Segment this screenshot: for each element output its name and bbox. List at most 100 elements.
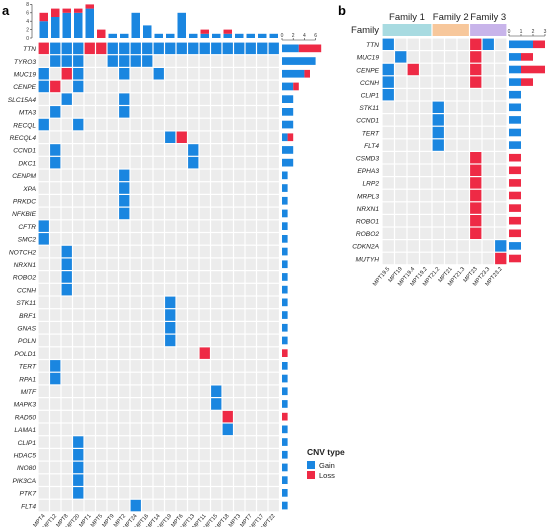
matrix-cell-a — [176, 195, 187, 207]
matrix-cell-a — [165, 195, 176, 207]
matrix-cell-a — [107, 220, 118, 232]
matrix-cell-a — [245, 334, 256, 347]
matrix-cell-a — [222, 118, 233, 131]
matrix-cell-a — [268, 156, 279, 169]
matrix-cell-a — [38, 195, 49, 207]
matrix-cell-a — [96, 68, 107, 80]
right-bar-gain — [282, 158, 294, 167]
matrix-cell-a — [107, 156, 118, 169]
matrix-cell-a — [119, 334, 130, 347]
matrix-cell-a — [234, 461, 245, 474]
matrix-cell-a — [61, 296, 72, 309]
matrix-cell-a — [165, 182, 176, 194]
matrix-cell-b — [420, 126, 432, 139]
matrix-cell-a — [257, 207, 268, 220]
matrix-cell-a — [257, 474, 268, 486]
matrix-cell-a — [176, 207, 187, 220]
matrix-cell-a — [119, 131, 130, 143]
right-bar-gain — [282, 362, 288, 370]
matrix-cell-a — [107, 461, 118, 474]
matrix-cell-a — [50, 131, 61, 143]
matrix-cell-a — [257, 55, 268, 67]
matrix-cell-a — [211, 499, 222, 512]
matrix-cell-a — [84, 334, 95, 347]
matrix-cell-a — [130, 296, 141, 309]
matrix-cell-a — [176, 144, 187, 156]
matrix-cell-a — [73, 347, 84, 359]
matrix-cell-a — [245, 322, 256, 334]
matrix-cell-b — [445, 114, 457, 126]
gene-label-a: CENPE — [13, 84, 36, 91]
matrix-cell-a — [199, 220, 210, 232]
matrix-cell-a — [50, 271, 61, 283]
matrix-cell-a — [211, 334, 222, 347]
matrix-cell-a — [245, 169, 256, 182]
matrix-cell-a — [199, 169, 210, 182]
cnv-cell-b — [407, 63, 419, 76]
matrix-cell-a — [211, 360, 222, 372]
cnv-cell-a — [73, 42, 84, 55]
top-bar-loss — [39, 12, 48, 22]
matrix-cell-a — [73, 499, 84, 512]
cnv-cell-a — [73, 487, 84, 499]
matrix-cell-a — [199, 245, 210, 258]
matrix-cell-b — [432, 63, 444, 76]
matrix-cell-b — [482, 202, 494, 214]
matrix-cell-a — [245, 372, 256, 385]
matrix-cell-b — [470, 240, 482, 252]
matrix-cell-b — [457, 252, 469, 265]
matrix-cell-a — [50, 449, 61, 461]
matrix-cell-a — [268, 283, 279, 296]
matrix-cell-a — [188, 499, 199, 512]
matrix-cell-b — [445, 164, 457, 176]
matrix-cell-b — [395, 76, 407, 88]
matrix-cell-b — [395, 164, 407, 176]
matrix-cell-b — [395, 189, 407, 202]
matrix-cell-a — [119, 360, 130, 372]
matrix-cell-b — [420, 89, 432, 101]
matrix-cell-b — [407, 126, 419, 139]
matrix-cell-b — [445, 76, 457, 88]
matrix-cell-a — [38, 131, 49, 143]
cnv-cell-b — [470, 202, 482, 214]
matrix-cell-a — [257, 322, 268, 334]
matrix-cell-a — [61, 106, 72, 118]
matrix-cell-a — [199, 436, 210, 448]
matrix-cell-a — [234, 347, 245, 359]
matrix-cell-a — [211, 207, 222, 220]
matrix-cell-b — [470, 101, 482, 113]
matrix-cell-a — [257, 245, 268, 258]
matrix-cell-a — [73, 131, 84, 143]
right-bar-loss — [287, 133, 294, 142]
gene-label-b: ROBO2 — [356, 231, 379, 238]
matrix-cell-a — [176, 410, 187, 423]
matrix-cell-a — [142, 207, 153, 220]
matrix-cell-b — [457, 215, 469, 227]
matrix-cell-a — [61, 423, 72, 436]
gene-label-b: CLIP1 — [361, 92, 380, 99]
matrix-cell-a — [199, 487, 210, 499]
matrix-cell-b — [457, 76, 469, 88]
matrix-cell-a — [165, 360, 176, 372]
matrix-cell-a — [73, 283, 84, 296]
right-bar-gain — [282, 120, 294, 129]
matrix-cell-a — [119, 322, 130, 334]
matrix-cell-b — [395, 63, 407, 76]
gene-label-a: NFKBIE — [12, 211, 36, 218]
b-right-bar-loss — [509, 216, 521, 225]
right-bar-loss — [298, 44, 322, 53]
matrix-cell-b — [395, 139, 407, 151]
matrix-cell-a — [61, 347, 72, 359]
matrix-cell-a — [142, 487, 153, 499]
matrix-cell-a — [119, 156, 130, 169]
matrix-cell-a — [96, 487, 107, 499]
matrix-cell-a — [50, 118, 61, 131]
matrix-cell-a — [222, 372, 233, 385]
matrix-cell-a — [96, 461, 107, 474]
top-bar-gain — [131, 12, 140, 39]
gene-label-a: TERT — [19, 364, 37, 371]
b-right-axis-label: 2 — [532, 29, 535, 35]
matrix-cell-a — [245, 423, 256, 436]
matrix-cell-a — [61, 360, 72, 372]
matrix-cell-a — [107, 436, 118, 448]
